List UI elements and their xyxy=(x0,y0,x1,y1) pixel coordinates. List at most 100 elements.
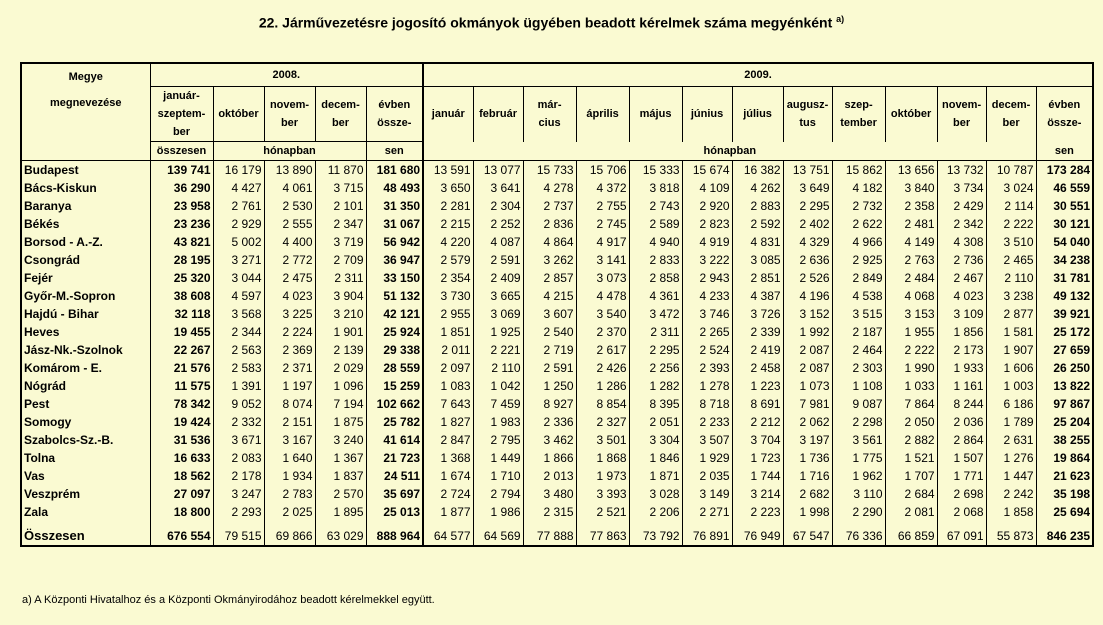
table-cell: 27 097 xyxy=(149,485,213,503)
county-name: Heves xyxy=(24,325,60,339)
table-cell: 2 295 xyxy=(628,341,683,359)
table-cell: 3 028 xyxy=(628,485,683,503)
sen-2008-label: sen xyxy=(365,141,424,161)
table-cell: 8 244 xyxy=(936,395,987,413)
table-cell: 55 873 xyxy=(985,521,1037,546)
table-cell: 1 276 xyxy=(985,449,1037,467)
table-cell: 2 794 xyxy=(472,485,524,503)
table-cell: 4 182 xyxy=(831,179,886,197)
table-cell: 3 225 xyxy=(263,305,315,323)
table-row: Fejér 25 320 3 044 2 475 2 311 33 150 2 354 2 4… xyxy=(21,269,1094,287)
table-cell: 2 068 xyxy=(936,503,987,521)
table-cell: 2 783 xyxy=(263,485,315,503)
table-cell: 3 671 xyxy=(212,431,264,449)
table-cell: 2 526 xyxy=(782,269,833,287)
table-cell: 2 265 xyxy=(681,323,733,341)
table-cell: 4 478 xyxy=(575,287,630,305)
table-cell: 36 947 xyxy=(365,251,424,269)
table-cell: 1 447 xyxy=(985,467,1037,485)
table-cell: 31 781 xyxy=(1035,269,1094,287)
table-cell: 2 339 xyxy=(731,323,784,341)
table-cell: 2 083 xyxy=(212,449,264,467)
col-header-2009: október xyxy=(884,86,938,142)
table-row: Hajdú - Bihar 32 118 3 568 3 225 3 210 42 121… xyxy=(21,305,1094,323)
table-cell: 1 868 xyxy=(575,449,630,467)
table-cell: 1 197 xyxy=(263,377,315,395)
table-cell: 22 267 xyxy=(149,341,213,359)
table-cell: 2 223 xyxy=(731,503,784,521)
table-cell: 24 511 xyxy=(365,467,424,485)
table-cell: 1 955 xyxy=(884,323,938,341)
col-header-2009: január xyxy=(422,86,474,142)
table-cell: 1 250 xyxy=(522,377,577,395)
table-cell: 2 591 xyxy=(472,251,524,269)
county-name: Tolna xyxy=(24,451,56,465)
table-cell: 2 761 xyxy=(212,197,264,215)
table-cell: 2 929 xyxy=(212,215,264,233)
table-cell: 2 062 xyxy=(782,413,833,431)
table-cell: 13 591 xyxy=(422,160,474,179)
table-cell: 2 369 xyxy=(263,341,315,359)
table-cell: 8 395 xyxy=(628,395,683,413)
table-cell: 2 458 xyxy=(731,359,784,377)
county-name: Baranya xyxy=(24,199,72,213)
table-cell: 2 475 xyxy=(263,269,315,287)
table-cell: 3 480 xyxy=(522,485,577,503)
table-cell: 3 240 xyxy=(314,431,366,449)
table-cell: 3 561 xyxy=(831,431,886,449)
table-cell: 8 691 xyxy=(731,395,784,413)
table-cell: 2 823 xyxy=(681,215,733,233)
table-cell: 4 220 xyxy=(422,233,474,251)
table-cell: 2 419 xyxy=(731,341,784,359)
table-cell: 2 631 xyxy=(985,431,1037,449)
title-footnote-mark: a) xyxy=(836,14,845,24)
table-cell: 13 732 xyxy=(936,160,987,179)
table-cell: 35 198 xyxy=(1035,485,1094,503)
table-cell: 3 704 xyxy=(731,431,784,449)
table-cell: 41 614 xyxy=(365,431,424,449)
table-cell: 67 547 xyxy=(782,521,833,546)
table-cell: 1 837 xyxy=(314,467,366,485)
table-cell: 2 540 xyxy=(522,323,577,341)
table-cell: 48 493 xyxy=(365,179,424,197)
table-cell: 1 744 xyxy=(731,467,784,485)
county-name: Fejér xyxy=(24,271,53,285)
col-header-2008: október xyxy=(212,86,264,142)
honapban-2008-label: hónapban xyxy=(212,141,366,161)
table-cell: 25 924 xyxy=(365,323,424,341)
table-cell: 4 940 xyxy=(628,233,683,251)
table-cell: 2 290 xyxy=(831,503,886,521)
table-cell: 15 333 xyxy=(628,160,683,179)
table-cell: 3 210 xyxy=(314,305,366,323)
table-header: Megye megnevezése 2008. 2009. január- sz… xyxy=(21,63,1094,161)
table-cell: 35 697 xyxy=(365,485,424,503)
table-cell: 3 730 xyxy=(422,287,474,305)
table-cell: 76 336 xyxy=(831,521,886,546)
table-cell: 4 196 xyxy=(782,287,833,305)
table-cell: 1 723 xyxy=(731,449,784,467)
table-cell: 2 579 xyxy=(422,251,474,269)
table-cell: 2 336 xyxy=(522,413,577,431)
table-cell: 1 895 xyxy=(314,503,366,521)
table-cell: 2 530 xyxy=(263,197,315,215)
table-cell: 2 271 xyxy=(681,503,733,521)
table-cell: 3 715 xyxy=(314,179,366,197)
table-cell: 34 238 xyxy=(1035,251,1094,269)
table-cell: 1 983 xyxy=(472,413,524,431)
table-cell: 1 858 xyxy=(985,503,1037,521)
footnote: a) A Központi Hivatalhoz és a Központi O… xyxy=(22,594,435,606)
col-header-2009: április xyxy=(575,86,630,142)
table-cell: 2 304 xyxy=(472,197,524,215)
table-cell: 3 607 xyxy=(522,305,577,323)
county-name: Pest xyxy=(24,397,50,411)
honapban-2009-label: hónapban xyxy=(422,141,1037,161)
year-2008-header: 2008. xyxy=(149,63,424,87)
table-cell: 63 029 xyxy=(314,521,366,546)
table-cell: 3 247 xyxy=(212,485,264,503)
table-cell: 1 083 xyxy=(422,377,474,395)
table-row: Békés 23 236 2 929 2 555 2 347 31 067 2 215 2 2… xyxy=(21,215,1094,233)
table-cell: 64 569 xyxy=(472,521,524,546)
table-cell: 9 087 xyxy=(831,395,886,413)
table-cell: 1 933 xyxy=(936,359,987,377)
table-cell: 1 775 xyxy=(831,449,886,467)
